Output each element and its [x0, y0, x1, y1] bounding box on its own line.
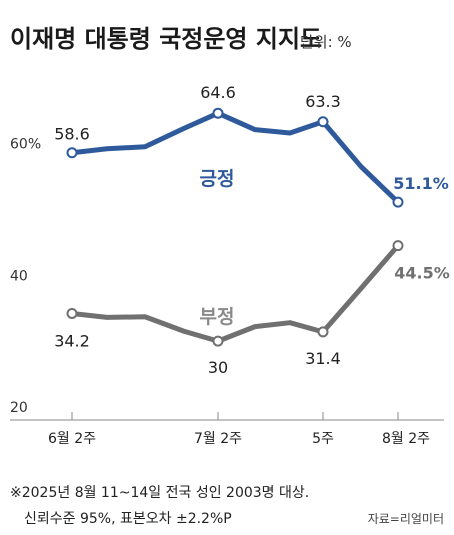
- data-label: 58.6: [54, 125, 90, 144]
- data-label: 31.4: [305, 349, 341, 368]
- footnote-line-2: 신뢰수준 95%, 표본오차 ±2.2%P: [24, 511, 232, 527]
- data-point-marker: [317, 116, 329, 128]
- data-point-marker: [392, 240, 404, 252]
- data-point-marker: [66, 147, 78, 159]
- series-layer: [66, 107, 404, 347]
- x-tick-label: 7월 2주: [194, 431, 242, 447]
- data-label: 34.2: [54, 331, 90, 350]
- y-tick-label: 40: [10, 268, 28, 284]
- data-label: 64.6: [200, 83, 236, 102]
- data-point-marker: [66, 307, 78, 319]
- data-label: 63.3: [305, 92, 341, 111]
- series-line-positive: [69, 110, 401, 205]
- data-point-marker: [317, 326, 329, 338]
- chart-title: 이재명 대통령 국정운영 지지도: [10, 25, 322, 53]
- data-point-marker: [392, 196, 404, 208]
- data-label: 44.5%: [394, 264, 450, 283]
- x-tick-label: 6월 2주: [48, 431, 96, 447]
- series-name-negative: 부정: [200, 306, 235, 328]
- source-label: 자료=리얼미터: [368, 512, 444, 526]
- x-tick-label: 5주: [312, 431, 334, 447]
- data-label: 30: [208, 358, 228, 377]
- data-point-marker: [212, 335, 224, 347]
- series-line-negative: [69, 243, 401, 344]
- y-tick-label: 60%: [10, 137, 41, 153]
- footnote-line-1: ※2025년 8월 11~14일 전국 성인 2003명 대상.: [10, 485, 309, 501]
- unit-label: 단위: %: [300, 33, 352, 51]
- data-label: 51.1%: [393, 174, 449, 193]
- axes: 6월 2주 7월 2주 5주 8월 2주 60% 40 20: [10, 137, 444, 447]
- data-point-marker: [212, 107, 224, 119]
- series-name-positive: 긍정: [200, 168, 235, 190]
- y-tick-label: 20: [10, 400, 28, 416]
- x-tick-label: 8월 2주: [382, 431, 430, 447]
